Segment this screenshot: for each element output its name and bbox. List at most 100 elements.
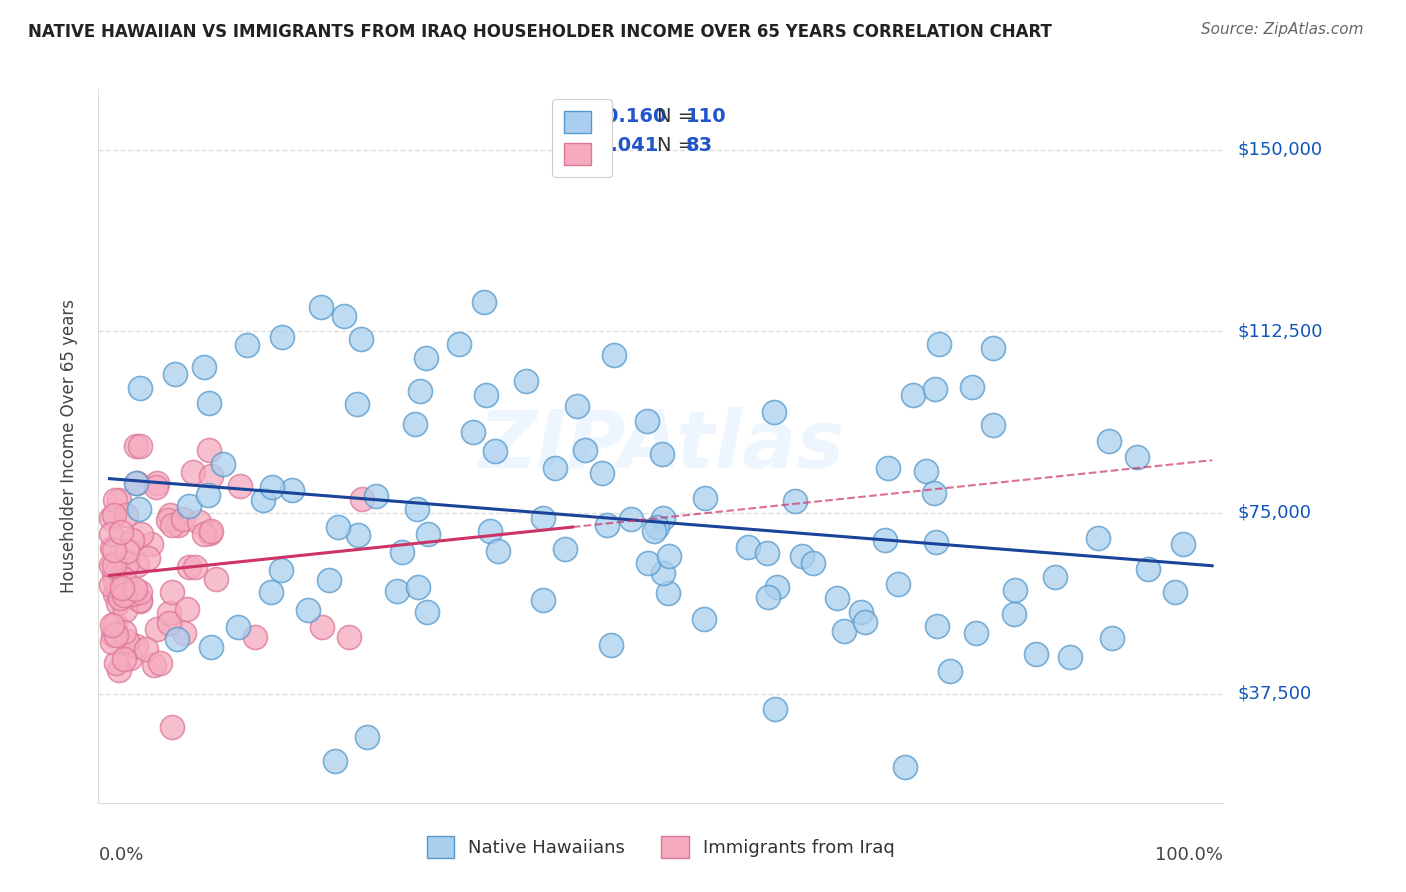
Text: 0.0%: 0.0% [98, 846, 143, 863]
Text: R =: R = [565, 107, 607, 126]
Point [118, 651, 141, 665]
Point [1101, 631, 1123, 645]
Point [406, 580, 429, 594]
Point [651, 511, 673, 525]
Text: -0.160: -0.160 [596, 107, 666, 126]
Point [333, 309, 356, 323]
Point [226, 620, 249, 634]
Point [183, 465, 205, 479]
Point [100, 578, 122, 592]
Point [166, 518, 188, 533]
Point [1002, 607, 1025, 622]
Point [104, 616, 127, 631]
Legend: Native Hawaiians, Immigrants from Iraq: Native Hawaiians, Immigrants from Iraq [420, 829, 901, 865]
Point [139, 536, 162, 550]
Point [103, 558, 125, 572]
Point [404, 417, 426, 432]
Point [783, 493, 806, 508]
Point [657, 586, 679, 600]
Point [105, 627, 128, 641]
Point [252, 492, 274, 507]
Point [756, 546, 779, 560]
Point [875, 533, 897, 547]
Point [479, 524, 502, 539]
Point [127, 558, 149, 572]
Point [554, 542, 576, 557]
Point [981, 341, 1004, 355]
Point [205, 572, 228, 586]
Point [385, 583, 408, 598]
Point [620, 512, 643, 526]
Point [112, 588, 135, 602]
Point [409, 384, 432, 399]
Point [188, 515, 211, 529]
Point [924, 382, 946, 396]
Point [128, 585, 150, 599]
Point [914, 465, 936, 479]
Point [790, 549, 813, 563]
Point [801, 556, 824, 570]
Point [693, 612, 716, 626]
Point [112, 572, 135, 586]
Point [114, 603, 136, 617]
Point [651, 447, 673, 461]
Point [877, 461, 900, 475]
Point [763, 702, 786, 716]
Point [121, 587, 143, 601]
Point [1059, 650, 1081, 665]
Point [101, 541, 124, 555]
Point [110, 581, 132, 595]
Point [1098, 434, 1121, 448]
Y-axis label: Householder Income Over 65 years: Householder Income Over 65 years [59, 299, 77, 593]
Point [124, 439, 146, 453]
Point [124, 582, 146, 596]
Point [184, 559, 207, 574]
Point [531, 593, 554, 607]
Point [1163, 584, 1185, 599]
Point [325, 754, 347, 768]
Point [177, 560, 200, 574]
Point [146, 622, 169, 636]
Point [515, 374, 537, 388]
Point [129, 594, 152, 608]
Point [415, 351, 437, 366]
Point [851, 605, 873, 619]
Point [756, 590, 779, 604]
Point [146, 475, 169, 490]
Text: 83: 83 [686, 136, 713, 154]
Point [163, 367, 186, 381]
Text: Source: ZipAtlas.com: Source: ZipAtlas.com [1201, 22, 1364, 37]
Point [486, 544, 509, 558]
Point [115, 556, 138, 570]
Point [173, 512, 195, 526]
Point [416, 605, 439, 619]
Point [922, 486, 945, 500]
Point [104, 657, 127, 671]
Point [475, 388, 498, 402]
Point [600, 638, 623, 652]
Point [1136, 561, 1159, 575]
Point [145, 480, 167, 494]
Point [260, 585, 283, 599]
Point [472, 295, 495, 310]
Point [107, 583, 129, 598]
Text: N =: N = [658, 107, 702, 126]
Point [928, 337, 950, 351]
Point [939, 664, 962, 678]
Point [176, 602, 198, 616]
Point [107, 563, 129, 577]
Point [737, 541, 759, 555]
Point [200, 526, 222, 541]
Point [131, 526, 153, 541]
Point [391, 544, 413, 558]
Point [104, 587, 127, 601]
Point [128, 439, 150, 453]
Point [243, 630, 266, 644]
Point [270, 564, 292, 578]
Point [143, 658, 166, 673]
Point [112, 652, 135, 666]
Point [366, 489, 388, 503]
Point [297, 603, 319, 617]
Point [832, 624, 855, 638]
Text: NATIVE HAWAIIAN VS IMMIGRANTS FROM IRAQ HOUSEHOLDER INCOME OVER 65 YEARS CORRELA: NATIVE HAWAIIAN VS IMMIGRANTS FROM IRAQ … [28, 22, 1052, 40]
